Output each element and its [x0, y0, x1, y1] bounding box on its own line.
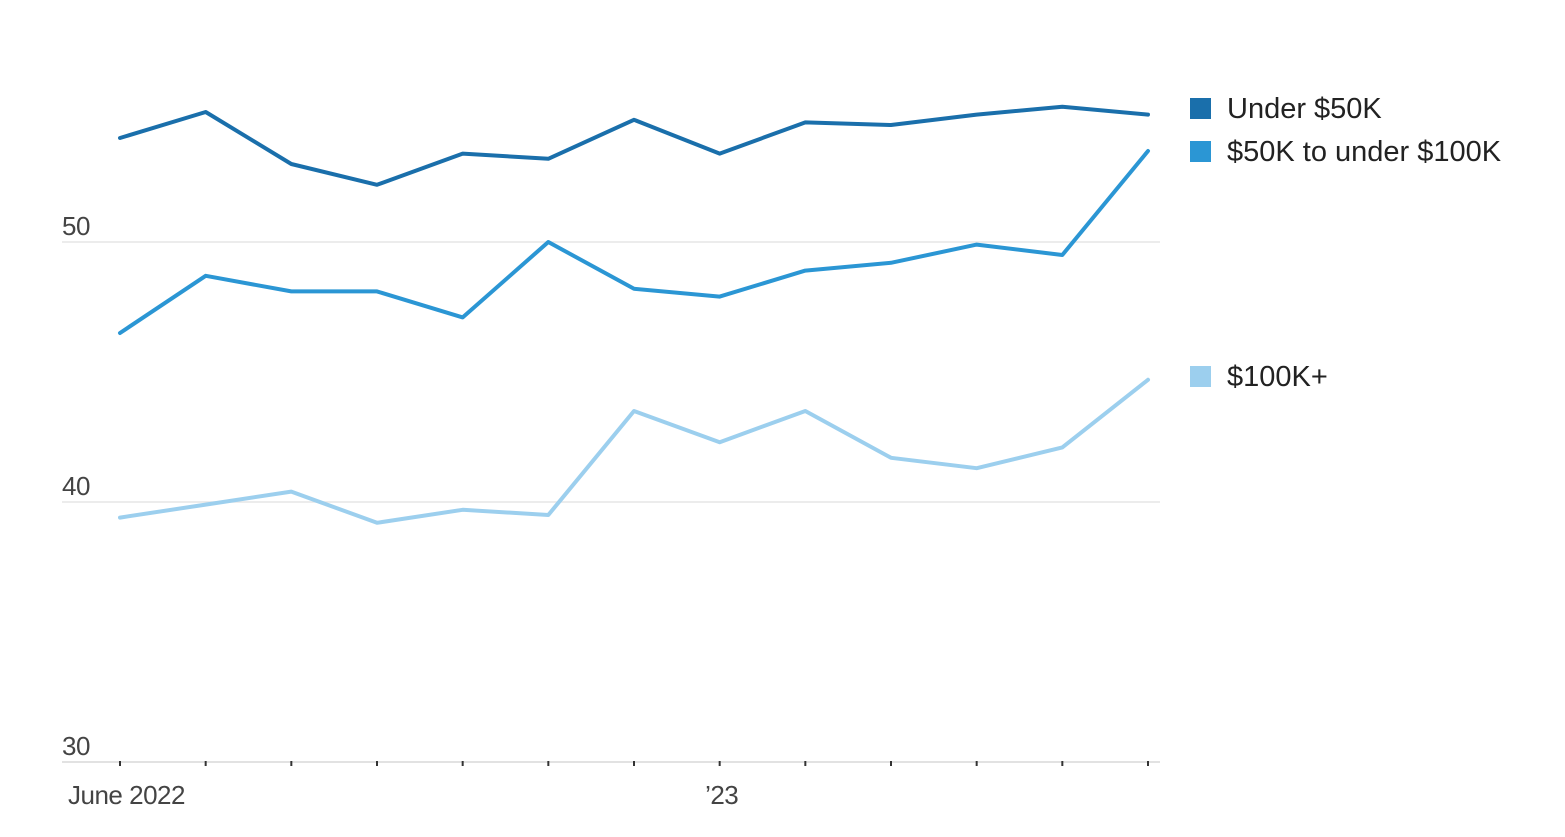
legend-swatch-0 [1190, 98, 1211, 119]
x-tick-label-2022-06: June 2022 [68, 780, 185, 810]
y-axis: 30 40 50 [62, 211, 90, 761]
series-line-2 [118, 377, 1150, 525]
legend-label-2: $100K+ [1227, 361, 1328, 393]
x-axis: June 2022 ’23 [68, 761, 1149, 810]
legend-item-0: Under $50K [1190, 93, 1382, 125]
y-tick-label-50: 50 [62, 211, 90, 241]
legend-item-1: $50K to under $100K [1190, 136, 1502, 168]
legend: Under $50K $50K to under $100K $100K+ [1190, 93, 1502, 393]
legend-label-1: $50K to under $100K [1227, 136, 1502, 168]
y-tick-label-30: 30 [62, 731, 90, 761]
series-line-0 [118, 104, 1150, 187]
series-layer [118, 104, 1150, 525]
legend-swatch-1 [1190, 141, 1211, 162]
series-line-1 [118, 149, 1150, 335]
legend-label-0: Under $50K [1227, 93, 1382, 125]
legend-item-2: $100K+ [1190, 361, 1328, 393]
y-tick-label-40: 40 [62, 471, 90, 501]
legend-swatch-2 [1190, 366, 1211, 387]
x-tick-label-2023-01: ’23 [705, 780, 738, 810]
